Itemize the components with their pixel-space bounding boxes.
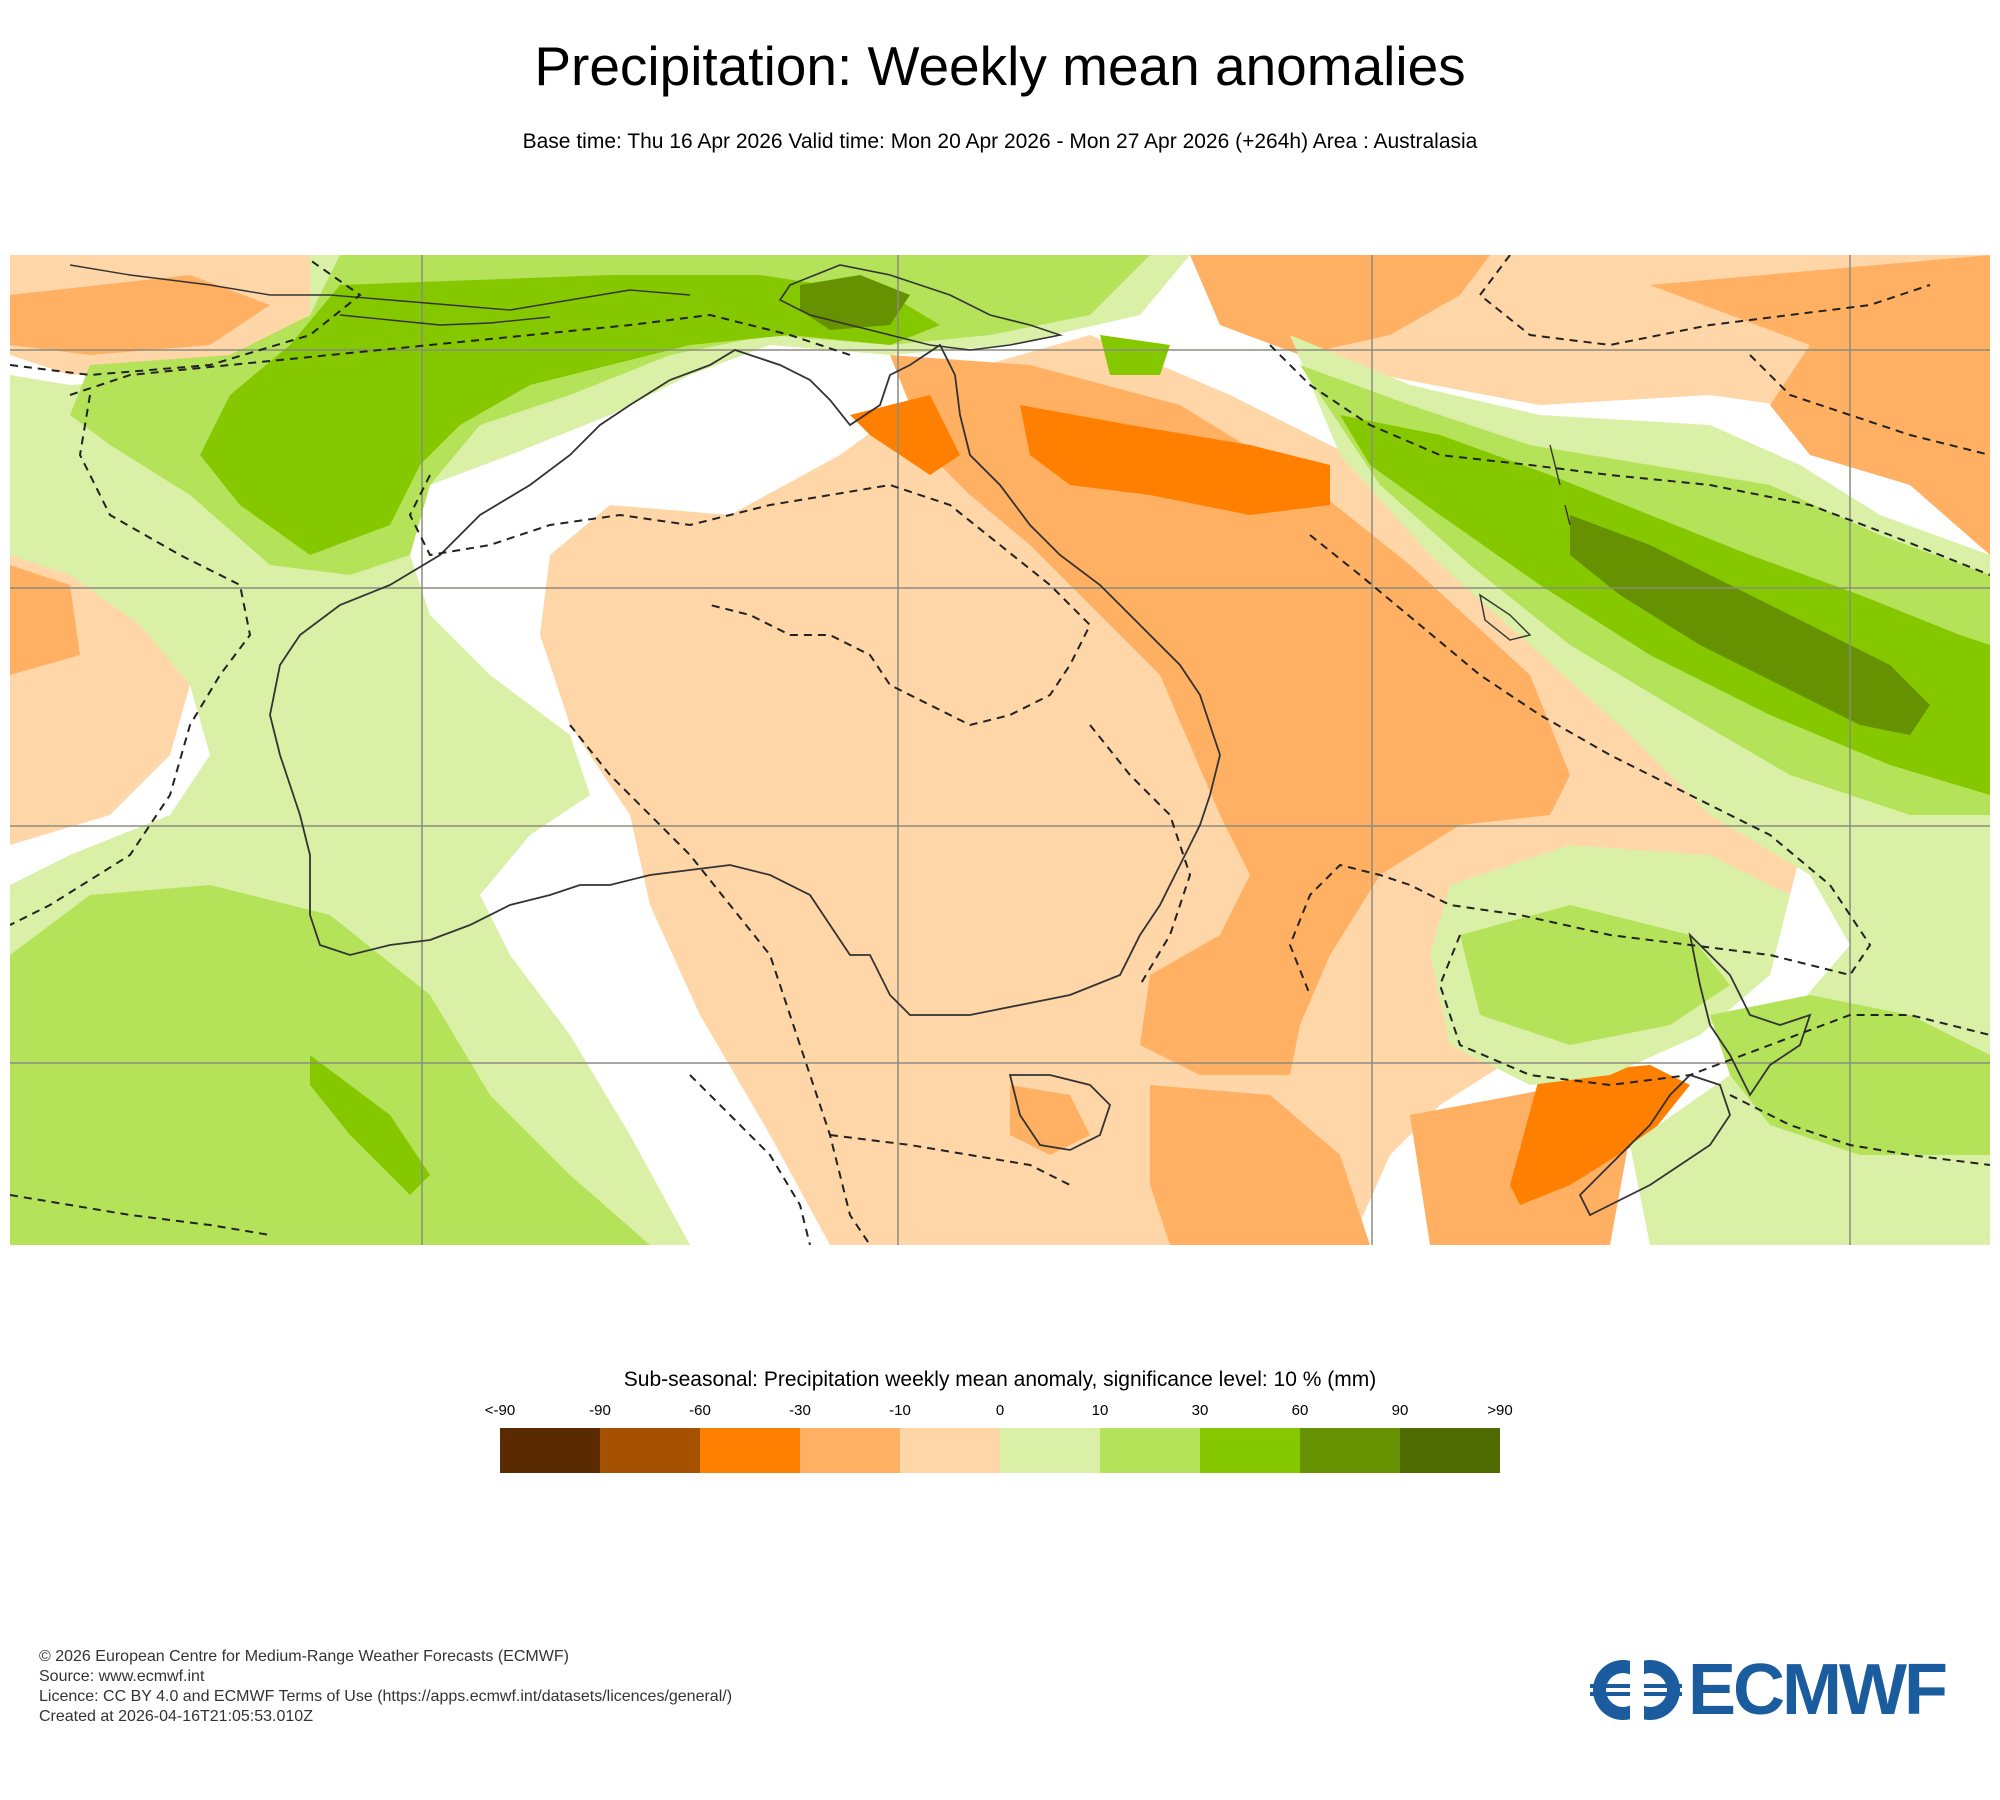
legend-tick-label: -60 <box>689 1402 711 1419</box>
tasmania-coastline <box>1008 1074 1112 1151</box>
wet-anomaly-very-strong <box>800 275 1930 735</box>
legend-tick-label: 30 <box>1191 1402 1209 1419</box>
footer: © 2026 European Centre for Medium-Range … <box>39 1647 732 1727</box>
chart-subtitle: Base time: Thu 16 Apr 2026 Valid time: M… <box>522 130 1478 153</box>
legend-bin <box>1000 1428 1100 1473</box>
created-text: Created at 2026-04-16T21:05:53.010Z <box>39 1708 313 1725</box>
australia-coastline <box>269 343 1221 1016</box>
legend-tick-label: -90 <box>589 1402 611 1419</box>
legend-bin <box>1200 1428 1300 1473</box>
legend-tick-label: 90 <box>1391 1402 1409 1419</box>
indonesia-coastline <box>69 264 691 326</box>
source-text: Source: www.ecmwf.int <box>39 1668 205 1685</box>
legend-bin <box>1100 1428 1200 1473</box>
precipitation-anomaly-map <box>10 255 1990 1245</box>
legend-tick-label: 10 <box>1091 1402 1109 1419</box>
legend-bin <box>1400 1428 1500 1473</box>
legend-bin <box>1300 1428 1400 1473</box>
legend-tick-label: <-90 <box>484 1402 516 1419</box>
legend-bin <box>600 1428 700 1473</box>
significance-contours <box>10 255 1990 1245</box>
ecmwf-logo: ECMWF <box>1590 1650 1965 1730</box>
legend-bin <box>700 1428 800 1473</box>
legend-tick-label: >90 <box>1487 1402 1513 1419</box>
legend-tick-label: -30 <box>789 1402 811 1419</box>
new-guinea-coastline <box>778 264 1064 351</box>
legend-tick-label: -10 <box>889 1402 911 1419</box>
chart-title: Precipitation: Weekly mean anomalies <box>534 35 1466 97</box>
ecmwf-logo-mark <box>1590 1657 1682 1723</box>
legend-tick-label: 60 <box>1291 1402 1309 1419</box>
legend-bin <box>500 1428 600 1473</box>
new-caledonia-coastline <box>1478 593 1532 641</box>
map-svg <box>10 255 1990 1245</box>
dry-anomaly-strong <box>850 395 1690 1205</box>
licence-text: Licence: CC BY 4.0 and ECMWF Terms of Us… <box>39 1688 733 1705</box>
new-zealand-coastline <box>1578 932 1812 1217</box>
graticule <box>10 255 1990 1245</box>
legend-tick-label: 0 <box>995 1402 1005 1419</box>
legend-bin <box>800 1428 900 1473</box>
copyright-text: © 2026 European Centre for Medium-Range … <box>39 1648 569 1665</box>
vanuatu-coastline <box>1549 444 1571 526</box>
legend-title: Sub-seasonal: Precipitation weekly mean … <box>623 1368 1377 1391</box>
color-legend: <-90 -90 -60 -30 -10 0 10 30 60 90 >90 <box>485 1402 1513 1473</box>
ecmwf-logo-text: ECMWF <box>1688 1650 1948 1730</box>
legend-bin <box>900 1428 1000 1473</box>
